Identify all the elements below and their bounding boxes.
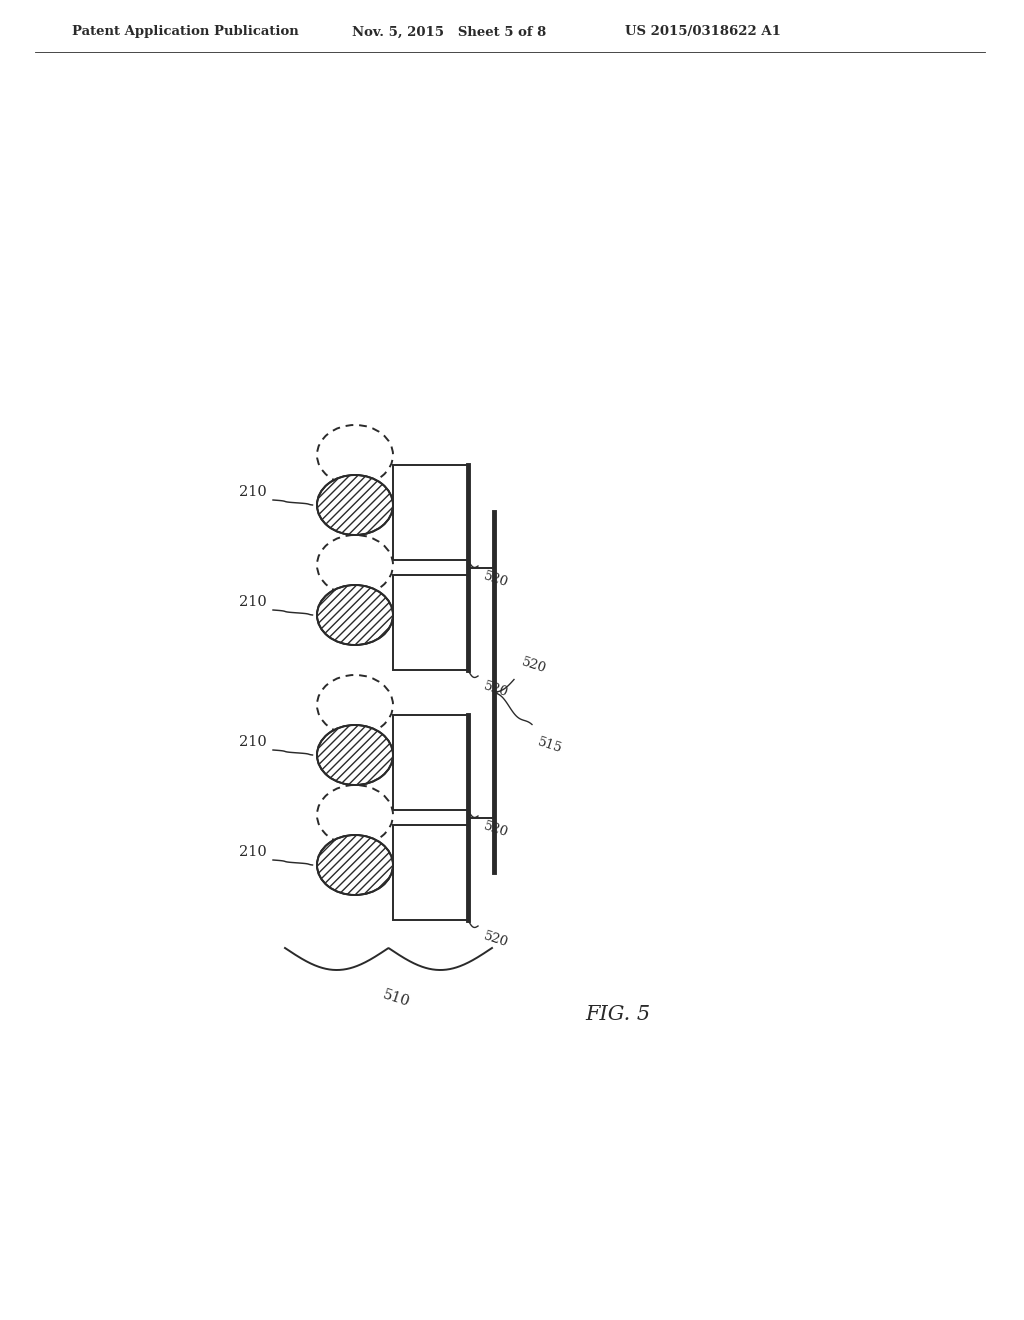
Text: 520: 520	[482, 569, 510, 589]
Ellipse shape	[317, 585, 393, 645]
Text: FIG. 5: FIG. 5	[585, 1006, 650, 1024]
Text: 210: 210	[240, 484, 267, 499]
Text: Patent Application Publication: Patent Application Publication	[72, 25, 299, 38]
Text: 210: 210	[240, 595, 267, 609]
Ellipse shape	[317, 836, 393, 895]
Text: 520: 520	[482, 818, 510, 840]
Text: 515: 515	[536, 735, 564, 755]
Text: 520: 520	[520, 655, 548, 676]
Bar	[393, 576, 468, 671]
Text: 520: 520	[482, 678, 510, 700]
Text: 210: 210	[240, 735, 267, 748]
Bar	[393, 715, 468, 810]
Text: 520: 520	[482, 929, 510, 949]
Text: 510: 510	[381, 987, 412, 1010]
Bar	[393, 825, 468, 920]
Ellipse shape	[317, 725, 393, 785]
Ellipse shape	[317, 475, 393, 535]
Text: US 2015/0318622 A1: US 2015/0318622 A1	[625, 25, 781, 38]
Text: Nov. 5, 2015   Sheet 5 of 8: Nov. 5, 2015 Sheet 5 of 8	[352, 25, 546, 38]
Text: 210: 210	[240, 845, 267, 859]
Bar	[393, 465, 468, 560]
